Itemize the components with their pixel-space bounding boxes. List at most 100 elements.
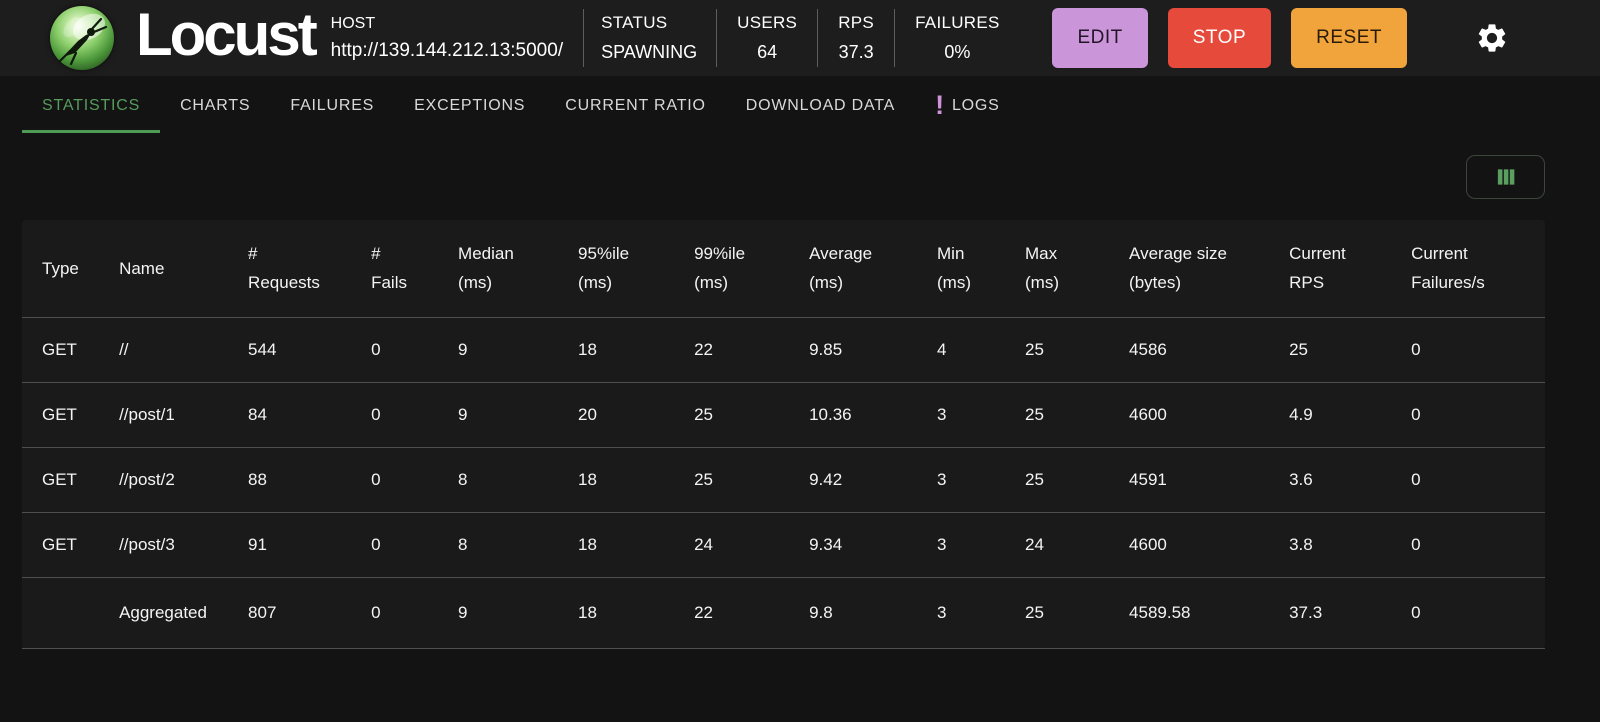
tab-label: FAILURES xyxy=(290,97,375,114)
table-cell: 18 xyxy=(558,512,675,578)
column-header: Min (ms) xyxy=(917,220,1006,318)
table-cell: GET xyxy=(22,447,100,513)
stat-users: USERS 64 xyxy=(717,13,817,63)
table-cell: 544 xyxy=(228,317,352,383)
table-cell: 9.34 xyxy=(789,512,917,578)
table-cell: 3 xyxy=(917,512,1006,578)
tab-label: CURRENT RATIO xyxy=(565,97,706,114)
tab-statistics[interactable]: STATISTICS xyxy=(22,76,161,136)
table-cell: 20 xyxy=(558,382,675,448)
column-header: Average (ms) xyxy=(789,220,917,318)
table-cell: 3 xyxy=(917,447,1006,513)
table-cell: // xyxy=(99,317,229,383)
table-cell: 8 xyxy=(438,447,559,513)
status-label: STATUS xyxy=(601,13,668,32)
table-cell: 91 xyxy=(228,512,352,578)
failures-label: FAILURES xyxy=(915,13,1000,32)
tab-download-data[interactable]: DOWNLOAD DATA xyxy=(726,76,915,136)
table-cell: 88 xyxy=(228,447,352,513)
table-cell xyxy=(22,577,100,649)
column-header: 95%ile (ms) xyxy=(558,220,675,318)
table-cell: 18 xyxy=(558,577,675,649)
table-cell: 25 xyxy=(1005,577,1110,649)
table-cell: GET xyxy=(22,512,100,578)
table-cell: 25 xyxy=(674,447,790,513)
divider xyxy=(894,9,896,67)
table-cell: 807 xyxy=(228,577,352,649)
column-selector-button[interactable] xyxy=(1466,155,1545,199)
table-row-aggregated: Aggregated 807 0 9 18 22 9.8 3 25 4589.58 37.3 0 xyxy=(22,577,1545,649)
tab-failures[interactable]: FAILURES xyxy=(270,76,394,136)
table-cell: 4 xyxy=(917,317,1006,383)
divider xyxy=(817,9,819,67)
table-row: GET//544 0 9 18 22 9.85 4 25 4586 25 0 xyxy=(22,317,1545,383)
tab-label: EXCEPTIONS xyxy=(414,97,526,114)
tab-label: DOWNLOAD DATA xyxy=(745,97,896,114)
table-cell: 25 xyxy=(1005,382,1110,448)
table-cell: 22 xyxy=(674,577,790,649)
table-cell: 0 xyxy=(1391,447,1545,513)
columns-icon xyxy=(1497,169,1514,185)
status-value: SPAWNING xyxy=(601,42,698,62)
table-row: GET//post/3 91 0 8 18 24 9.34 3 24 4600 3.8 0 xyxy=(22,512,1545,578)
edit-button[interactable]: EDIT xyxy=(1052,8,1148,68)
column-header: # Requests xyxy=(228,220,352,318)
table-cell: 22 xyxy=(674,317,790,383)
stat-failures: FAILURES 0% xyxy=(895,13,1020,63)
table-cell: GET xyxy=(22,317,100,383)
table-cell: 4.9 xyxy=(1269,382,1392,448)
table-cell: 84 xyxy=(228,382,352,448)
table-toolbar xyxy=(22,155,1545,199)
table-cell: 0 xyxy=(351,577,439,649)
table-cell: 24 xyxy=(1005,512,1110,578)
stop-button[interactable]: STOP xyxy=(1167,8,1272,68)
table-cell: 4591 xyxy=(1109,447,1270,513)
table-cell: Aggregated xyxy=(99,577,229,649)
table-cell: 0 xyxy=(1391,317,1545,383)
table-cell: 37.3 xyxy=(1269,577,1392,649)
column-header: Name xyxy=(99,220,229,318)
table-row: GET//post/2 88 0 8 18 25 9.42 3 25 4591 3.6 0 xyxy=(22,447,1545,513)
tab-current-ratio[interactable]: CURRENT RATIO xyxy=(545,76,725,136)
table-cell: 18 xyxy=(558,447,675,513)
statistics-table: Type Name # Requests # Fails Median (ms) 95%ile(… xyxy=(22,220,1545,649)
tab-bar: STATISTICS CHARTS FAILURES EXCEPTIONS CU… xyxy=(0,76,1600,136)
table-cell: 4600 xyxy=(1109,512,1270,578)
table-body: GET//544 0 9 18 22 9.85 4 25 4586 25 0 GET//post/1 8… xyxy=(22,317,1545,649)
gear-icon xyxy=(1478,24,1506,52)
table-cell: 24 xyxy=(674,512,790,578)
table-cell: 3 xyxy=(917,382,1006,448)
column-header: 99%ile (ms) xyxy=(674,220,790,318)
table-cell: 9 xyxy=(438,317,559,383)
table-cell: 18 xyxy=(558,317,675,383)
tab-exceptions[interactable]: EXCEPTIONS xyxy=(394,76,545,136)
column-header: Current RPS xyxy=(1269,220,1392,318)
table-cell: 9.42 xyxy=(789,447,917,513)
table-cell: 9 xyxy=(438,382,559,448)
table-cell: 25 xyxy=(1005,317,1110,383)
app-bar: Locust HOST http://139.144.212.13:5000/ … xyxy=(0,0,1600,76)
host-block: HOST http://139.144.212.13:5000/ xyxy=(331,15,563,62)
table-cell: 0 xyxy=(351,447,439,513)
column-header: Average size (bytes) xyxy=(1109,220,1270,318)
column-header: Current Failures/s xyxy=(1391,220,1545,318)
users-value: 64 xyxy=(757,42,778,62)
header-actions: EDIT STOP RESET xyxy=(1032,8,1510,68)
column-header: # Fails xyxy=(351,220,439,318)
host-label: HOST xyxy=(330,14,376,32)
table-cell: 3.8 xyxy=(1269,512,1392,578)
table-header-row: Type Name # Requests # Fails Median (ms) 95%ile(… xyxy=(22,220,1545,318)
stat-status: STATUS SPAWNING xyxy=(584,13,716,63)
table-cell: 4586 xyxy=(1109,317,1270,383)
tab-charts[interactable]: CHARTS xyxy=(160,76,270,136)
settings-button[interactable] xyxy=(1474,20,1510,56)
table-cell: 3.6 xyxy=(1269,447,1392,513)
reset-button[interactable]: RESET xyxy=(1291,8,1407,68)
rps-label: RPS xyxy=(838,13,875,32)
tab-label: CHARTS xyxy=(180,97,251,114)
tab-label: LOGS xyxy=(951,97,1000,114)
tab-logs[interactable]: ! LOGS xyxy=(915,76,1019,136)
locust-logo-icon xyxy=(50,6,114,70)
table-cell: GET xyxy=(22,382,100,448)
table-cell: 8 xyxy=(438,512,559,578)
